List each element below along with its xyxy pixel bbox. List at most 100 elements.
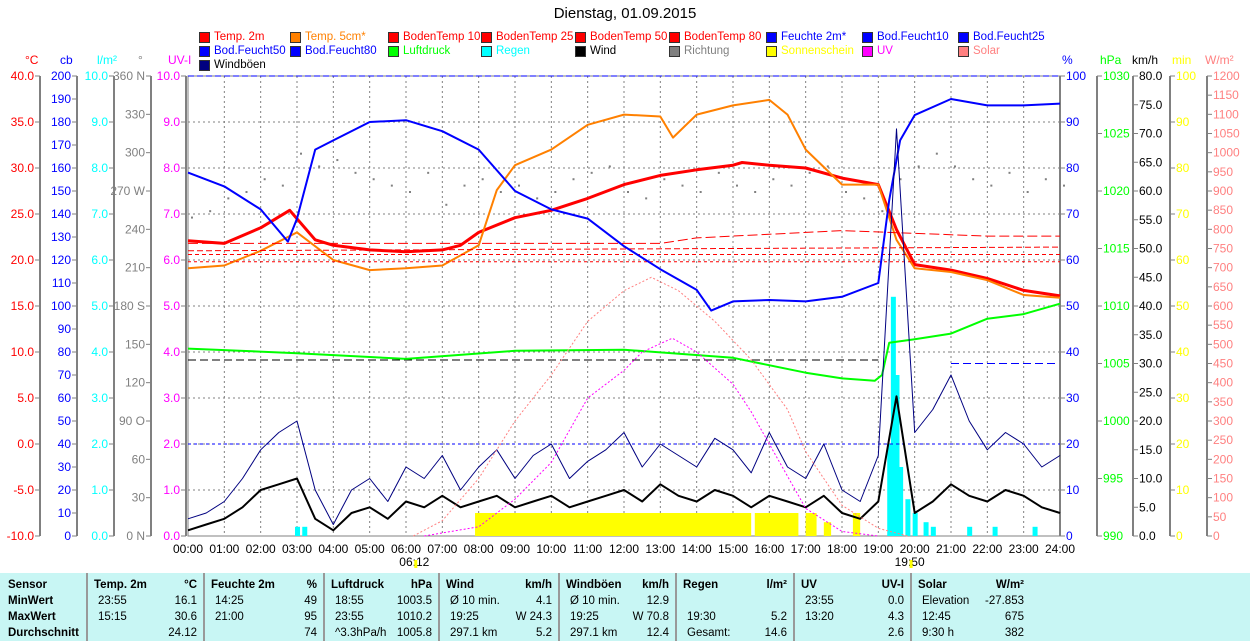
- axis-tick-label: 450: [1213, 357, 1233, 371]
- axis-unit-dir: °: [138, 53, 143, 67]
- legend-item: BodenTemp 10: [388, 31, 480, 43]
- axis-tick-label: 30: [132, 491, 146, 505]
- axis-tick-label: 800: [1213, 222, 1233, 236]
- legend-item: Sonnenschein: [766, 45, 854, 57]
- legend-label: Sonnenschein: [781, 45, 854, 57]
- x-tick-label: 18:00: [827, 542, 857, 556]
- axis-tick-label: 750: [1213, 242, 1233, 256]
- cell-time: 23:55: [335, 611, 364, 623]
- axis-tick-label: 0.0: [91, 529, 108, 543]
- wind-direction-point: [935, 152, 938, 155]
- series-feuchte-2m-: [187, 98, 1061, 312]
- axis-tick-label: 1150: [1213, 88, 1239, 102]
- wind-direction-point: [499, 191, 502, 193]
- axis-tick-label: 25.0: [1139, 385, 1163, 399]
- x-tick-label: 15:00: [718, 542, 748, 556]
- axis-tick-label: 75.0: [1139, 98, 1163, 112]
- wind-direction-point: [826, 165, 829, 168]
- legend-item: Bod.Feucht10: [862, 31, 949, 43]
- axis-tick-label: 990: [1103, 529, 1123, 543]
- legend-swatch: [958, 45, 969, 57]
- legend-swatch: [766, 31, 777, 43]
- axis-tick-label: 60.0: [1139, 184, 1163, 198]
- axis-tick-label: 0 N: [126, 529, 145, 543]
- axis-tick-label: 3.0: [163, 391, 180, 405]
- cell-time: 297.1 km: [450, 627, 498, 639]
- legend-swatch: [199, 45, 210, 57]
- axis-tick-label: 30.0: [1139, 357, 1163, 371]
- cell-value: 16.1: [174, 595, 197, 607]
- legend-item: Richtung: [669, 45, 729, 57]
- axis-tick-label: 1030: [1103, 69, 1130, 83]
- cell-value: 5.2: [771, 611, 787, 623]
- legend-item: BodenTemp 50: [575, 31, 667, 43]
- axis-tick-label: 35.0: [1139, 328, 1163, 342]
- axis-tick-label: 0: [1213, 529, 1220, 543]
- cell-value: 5.2: [536, 627, 552, 639]
- axis-tick-label: 150: [51, 184, 71, 198]
- wind-direction-point: [917, 165, 920, 168]
- legend-label: Temp. 2m: [214, 31, 265, 43]
- wind-direction-point: [445, 203, 448, 206]
- axis-tick-label: -10.0: [7, 529, 35, 543]
- column-unit: %: [306, 579, 317, 591]
- wind-direction-point: [1026, 191, 1029, 193]
- axis-tick-label: 20.0: [11, 253, 35, 267]
- axis-tick-label: 70: [1066, 207, 1080, 221]
- cell-time: 14:25: [215, 595, 244, 607]
- legend-label: Regen: [496, 45, 530, 57]
- axis-tick-label: 150: [125, 337, 145, 351]
- axis-tick-label: 240: [125, 222, 145, 236]
- cell-value: 382: [1004, 627, 1024, 639]
- series-wind: [187, 395, 1061, 532]
- axis-tick-label: 7.0: [163, 207, 180, 221]
- sunshine-bar: [754, 513, 799, 536]
- axis-tick-label: 45.0: [1139, 270, 1163, 284]
- rain-bar: [905, 499, 911, 536]
- wind-direction-point: [390, 184, 393, 187]
- axis-tick-label: 30: [58, 460, 72, 474]
- axis-tick-label: 10: [1066, 483, 1080, 497]
- axis-tick-label: 10.0: [1139, 472, 1163, 486]
- axis-tick-label: 5.0: [17, 391, 34, 405]
- wind-direction-point: [318, 165, 321, 168]
- wind-direction-point: [645, 197, 648, 200]
- axis-tick-label: 200: [51, 69, 71, 83]
- legend-label: Bod.Feucht80: [305, 45, 377, 57]
- cell-time: 19:30: [687, 611, 716, 623]
- column-unit: km/h: [525, 579, 552, 591]
- wind-direction-point: [590, 171, 593, 174]
- legend-label: Bod.Feucht25: [973, 31, 1045, 43]
- column-separator: [438, 573, 440, 641]
- legend-swatch: [766, 45, 777, 57]
- cell-value: 675: [1004, 611, 1024, 623]
- x-tick-label: 22:00: [972, 542, 1002, 556]
- series-solar: [413, 276, 908, 537]
- axis-tick-label: 0: [1176, 529, 1183, 543]
- axis-tick-label: 2.0: [91, 437, 108, 451]
- axis-tick-label: 70.0: [1139, 127, 1163, 141]
- cell-time: Ø 10 min.: [450, 595, 500, 607]
- x-tick-label: 09:00: [500, 542, 530, 556]
- series-luftdruck: [187, 302, 1061, 382]
- axis-tick-label: 995: [1103, 472, 1123, 486]
- wind-direction-point: [954, 165, 956, 168]
- row-label: Durchschnitt: [8, 627, 79, 639]
- wind-direction-point: [463, 184, 466, 187]
- series-bodentemp-10: [188, 230, 1060, 244]
- cell-time: 19:25: [450, 611, 479, 623]
- legend-swatch: [862, 31, 873, 43]
- rain-bar: [923, 522, 929, 536]
- sunset-marker: [909, 560, 913, 568]
- axis-unit-hpa: hPa: [1100, 53, 1122, 67]
- axis-tick-label: 65.0: [1139, 155, 1163, 169]
- axis-tick-label: 7.0: [91, 207, 108, 221]
- x-tick-label: 02:00: [246, 542, 276, 556]
- axis-tick-label: 250: [1213, 433, 1233, 447]
- axis-tick-label: 850: [1213, 203, 1233, 217]
- cell-time: Gesamt:: [687, 627, 731, 639]
- sunshine-bar: [852, 513, 861, 536]
- legend-swatch: [575, 31, 586, 43]
- x-tick-label: 21:00: [936, 542, 966, 556]
- cell-value: 4.3: [888, 611, 904, 623]
